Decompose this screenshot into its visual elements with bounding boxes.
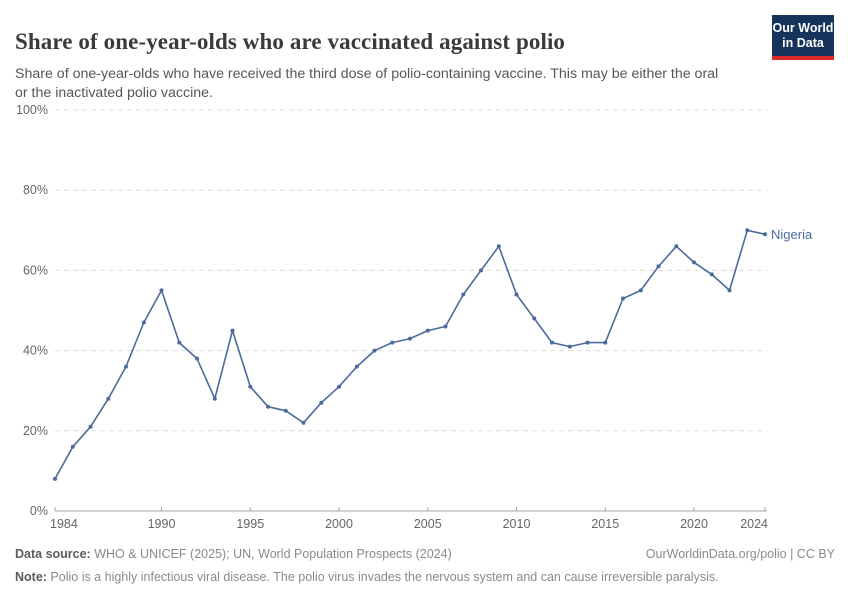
y-axis-label-0: 0% — [30, 504, 48, 518]
data-point-2002[interactable] — [372, 348, 377, 353]
data-point-1987[interactable] — [106, 396, 111, 401]
owid-logo-line2: in Data — [782, 35, 824, 50]
y-axis-label-40: 40% — [23, 344, 48, 358]
data-point-1996[interactable] — [266, 404, 270, 409]
data-source-text: WHO & UNICEF (2025); UN, World Populatio… — [90, 547, 452, 561]
data-point-2012[interactable] — [550, 340, 554, 345]
data-point-2021[interactable] — [709, 272, 714, 277]
data-point-1992[interactable] — [195, 356, 199, 361]
attribution-link[interactable]: OurWorldinData.org/polio | CC BY — [645, 547, 835, 561]
data-point-1991[interactable] — [177, 340, 182, 345]
chart-subtitle: Share of one-year-olds who have received… — [15, 66, 719, 101]
data-point-1989[interactable] — [141, 320, 146, 325]
data-point-2008[interactable] — [479, 268, 483, 273]
data-point-2016[interactable] — [621, 296, 625, 301]
note-text: Polio is a highly infectious viral disea… — [46, 569, 719, 584]
x-axis-label-2015: 2015 — [591, 517, 619, 531]
y-axis-label-100: 100% — [16, 103, 48, 117]
data-point-1994[interactable] — [230, 328, 235, 333]
data-point-2005[interactable] — [425, 328, 430, 333]
data-point-2013[interactable] — [567, 344, 572, 349]
data-source-label: Data source: — [15, 547, 91, 561]
owid-logo-line1: Our World — [772, 21, 834, 35]
y-axis-label-80: 80% — [23, 183, 48, 197]
data-point-1988[interactable] — [124, 364, 128, 369]
data-point-2017[interactable] — [638, 288, 643, 293]
data-source-line: Data source: WHO & UNICEF (2025); UN, Wo… — [15, 546, 452, 563]
data-point-1999[interactable] — [319, 400, 324, 405]
data-point-2006[interactable] — [443, 324, 448, 329]
x-axis-label-2005: 2005 — [414, 517, 442, 531]
data-point-2004[interactable] — [408, 336, 412, 341]
data-point-2003[interactable] — [390, 340, 395, 345]
data-point-2000[interactable] — [337, 384, 341, 389]
data-point-2024[interactable] — [763, 232, 767, 237]
x-axis-label-1995: 1995 — [236, 517, 264, 531]
x-axis-label-2020: 2020 — [680, 517, 708, 531]
line-chart-canvas[interactable]: 0% 20% 40% 60% 80% 100% 1984 1990 1995 2000 2005 20… — [0, 95, 850, 540]
data-point-2020[interactable] — [692, 260, 696, 265]
x-axis-label-2010: 2010 — [503, 517, 531, 531]
page-title: Share of one-year-olds who are vaccinate… — [15, 29, 566, 55]
data-point-1998[interactable] — [301, 420, 306, 425]
data-point-1985[interactable] — [70, 444, 75, 449]
data-point-2015[interactable] — [603, 340, 608, 345]
data-point-1984[interactable] — [53, 476, 57, 481]
data-point-1990[interactable] — [159, 288, 164, 293]
x-axis-label-2000: 2000 — [325, 517, 353, 531]
data-point-2019[interactable] — [674, 244, 679, 249]
data-point-1986[interactable] — [88, 424, 93, 429]
series-end-label-nigeria[interactable]: Nigeria — [771, 227, 813, 242]
note-line: Note: Polio is a highly infectious viral… — [15, 569, 835, 586]
chart-footer: Data source: WHO & UNICEF (2025); UN, Wo… — [15, 546, 835, 586]
x-axis-label-1990: 1990 — [148, 517, 176, 531]
y-axis-label-60: 60% — [23, 263, 48, 277]
data-point-1997[interactable] — [283, 408, 288, 413]
data-point-2011[interactable] — [532, 316, 537, 321]
data-point-2023[interactable] — [745, 228, 750, 233]
data-point-2018[interactable] — [656, 264, 661, 269]
data-point-1993[interactable] — [212, 396, 217, 401]
data-point-2007[interactable] — [461, 292, 466, 297]
data-point-2014[interactable] — [585, 340, 590, 345]
data-point-2022[interactable] — [727, 288, 732, 293]
data-point-2009[interactable] — [496, 244, 501, 249]
x-axis-label-2024: 2024 — [740, 517, 768, 531]
y-axis-label-20: 20% — [23, 424, 48, 438]
data-point-2001[interactable] — [354, 364, 359, 369]
data-point-1995[interactable] — [248, 384, 253, 389]
note-label: Note: — [15, 569, 47, 584]
data-point-2010[interactable] — [514, 292, 519, 297]
x-axis-label-1984: 1984 — [50, 517, 78, 531]
owid-logo: Our World in Data — [772, 15, 834, 60]
